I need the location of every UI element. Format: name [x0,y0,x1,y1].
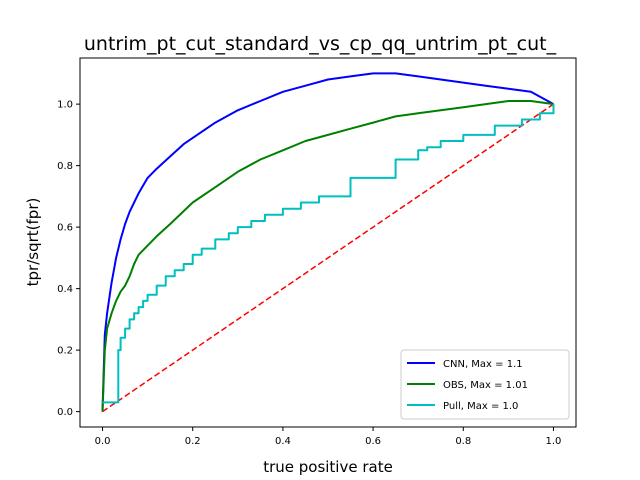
y-tick-label: 0.8 [57,161,73,172]
x-axis-ticks: 0.0 0.2 0.4 0.6 0.8 1.0 [95,427,562,447]
x-tick-label: 0.4 [275,436,291,447]
y-tick-label: 0.4 [57,284,73,295]
x-tick-label: 0.2 [185,436,201,447]
series-line-2 [102,104,555,404]
x-tick-label: 1.0 [546,436,562,447]
legend: CNN, Max = 1.1 OBS, Max = 1.01 Pull, Max =… [400,349,570,420]
chart-title: untrim_pt_cut_standard_vs_cp_qq_untrim_p… [84,33,557,55]
series-line-1 [101,100,554,412]
x-tick-label: 0.0 [95,436,111,447]
legend-label: CNN, Max = 1.1 [443,359,523,370]
x-tick-label: 0.6 [365,436,381,447]
legend-label: OBS, Max = 1.01 [443,380,528,391]
series-layer [101,72,555,413]
legend-box [400,349,570,420]
reference-diagonal-line [102,103,554,413]
x-axis-label: true positive rate [263,458,393,476]
y-tick-label: 0.6 [57,223,73,234]
y-axis-label: tpr/sqrt(fpr) [24,198,42,287]
x-tick-label: 0.8 [455,436,471,447]
y-tick-label: 0.0 [57,407,73,418]
y-tick-label: 1.0 [57,100,73,111]
series-line-0 [101,72,554,412]
axes-frame [79,57,577,428]
y-tick-label: 0.2 [57,346,73,357]
legend-label: Pull, Max = 1.0 [443,401,518,412]
y-axis-ticks: 0.0 0.2 0.4 0.6 0.8 1.0 [57,100,80,418]
